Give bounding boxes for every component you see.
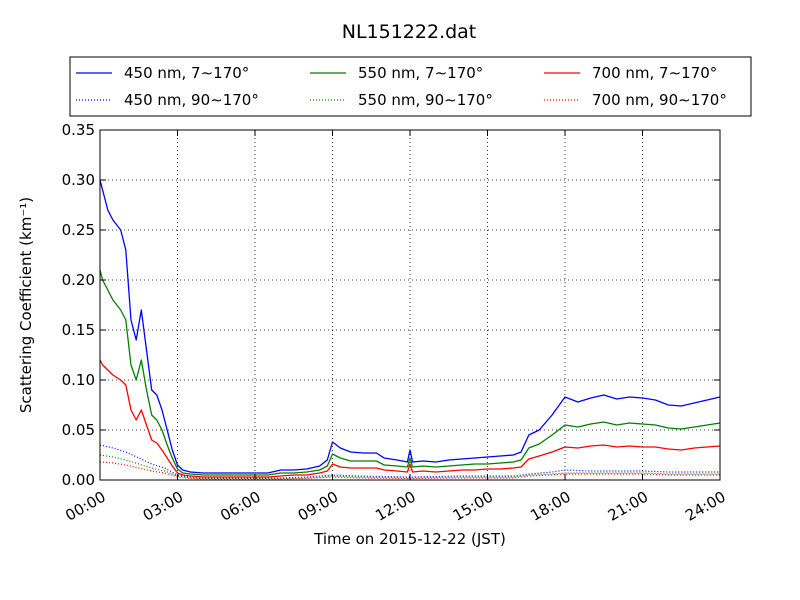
legend-label-2: 550 nm, 7∼170° xyxy=(358,64,483,82)
series-line-3 xyxy=(99,454,720,480)
legend-label-3: 550 nm, 90∼170° xyxy=(358,91,493,109)
x-tick-label: 06:00 xyxy=(217,488,263,525)
x-tick-label: 03:00 xyxy=(140,488,186,525)
y-tick-label: 0.00 xyxy=(62,471,95,489)
axis-ticks xyxy=(99,129,721,481)
series-line-2 xyxy=(99,269,721,476)
x-tick-label: 21:00 xyxy=(605,488,651,525)
x-tick-label: 00:00 xyxy=(62,488,108,525)
legend-label-0: 450 nm, 7∼170° xyxy=(124,64,249,82)
legend: 450 nm, 7∼170° 450 nm, 90∼170° 550 nm, 7∼1… xyxy=(69,56,752,117)
y-tick-label: 0.25 xyxy=(62,221,95,239)
y-tick-labels: 0.00 0.05 0.10 0.15 0.20 0.25 0.30 0.35 xyxy=(62,121,95,489)
series-layer xyxy=(99,179,721,480)
legend-label-5: 700 nm, 90∼170° xyxy=(592,91,727,109)
x-tick-label: 18:00 xyxy=(527,488,573,525)
chart-title: NL151222.dat xyxy=(342,21,477,43)
gridlines xyxy=(100,130,720,480)
series-line-1 xyxy=(99,444,720,479)
x-tick-label: 15:00 xyxy=(450,488,496,525)
x-tick-label: 09:00 xyxy=(295,488,341,525)
series-line-4 xyxy=(99,359,721,478)
x-tick-labels: 00:00 03:00 06:00 09:00 12:00 15:00 18:00 21:00… xyxy=(62,488,728,525)
series-line-0 xyxy=(99,179,721,474)
y-axis-label: Scattering Coefficient (km⁻¹) xyxy=(17,197,35,413)
series-line-5 xyxy=(99,461,720,480)
y-tick-label: 0.35 xyxy=(62,121,95,139)
legend-label-1: 450 nm, 90∼170° xyxy=(124,91,259,109)
legend-label-4: 700 nm, 7∼170° xyxy=(592,64,717,82)
x-tick-label: 12:00 xyxy=(372,488,418,525)
x-axis-label: Time on 2015-12-22 (JST) xyxy=(313,530,506,548)
y-tick-label: 0.10 xyxy=(62,371,95,389)
legend-box xyxy=(69,56,752,117)
y-tick-label: 0.30 xyxy=(62,171,95,189)
y-tick-label: 0.05 xyxy=(62,421,95,439)
x-tick-label: 24:00 xyxy=(682,488,728,525)
y-tick-label: 0.20 xyxy=(62,271,95,289)
y-tick-label: 0.15 xyxy=(62,321,95,339)
